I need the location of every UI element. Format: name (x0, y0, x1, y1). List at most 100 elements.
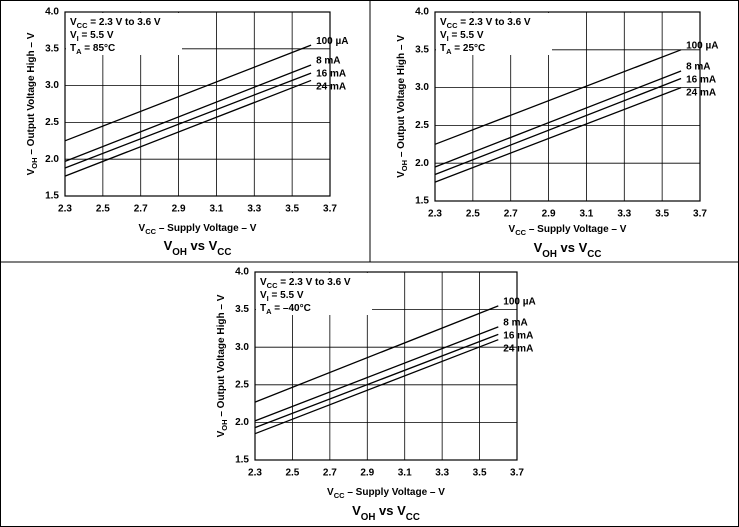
annotation-part: = 85°C (82, 43, 116, 54)
y-tick-label: 3.0 (235, 342, 249, 353)
y-tick-label: 1.5 (235, 455, 249, 466)
chart-title-part: OH (172, 247, 187, 258)
x-tick-label: 2.5 (285, 468, 299, 479)
series-line (434, 77, 682, 176)
series-label: 100 µA (686, 40, 718, 51)
annotation-part: A (76, 47, 82, 56)
chart-title-part: OH (361, 512, 376, 523)
x-tick-label: 3.1 (398, 468, 412, 479)
x-tick-label: 2.9 (172, 204, 186, 215)
y-axis-label: VOH – Output Voltage High – V (396, 35, 410, 178)
y-tick-label: 4.0 (235, 267, 249, 278)
series-line (64, 44, 312, 142)
y-tick-label: 2.5 (45, 117, 59, 128)
chart: 2.3 2.5 2.7 2.9 3.1 3.3 3.5 3.7 1.5 2.0 2.5 3.0 3.5 4… (26, 7, 349, 258)
x-axis-label-part: CC (145, 227, 156, 236)
x-tick-label: 3.1 (579, 209, 593, 220)
series-line (434, 49, 682, 145)
series-line (64, 72, 312, 169)
annotation-part: I (447, 34, 449, 43)
y-axis-label-part: OH (220, 419, 229, 430)
x-tick-label: 2.9 (360, 468, 374, 479)
annotation-box (66, 13, 182, 55)
x-axis-label-part: V (509, 224, 516, 235)
y-tick-label: 2.0 (45, 154, 59, 165)
series-label: 16 mA (686, 75, 716, 86)
chart-title: VOH vs VCC (534, 240, 602, 260)
y-tick-label: 2.5 (235, 379, 249, 390)
chart-title-part: CC (406, 512, 420, 523)
annotation-box (436, 13, 552, 55)
series-line (254, 305, 499, 403)
y-tick-label: 4.0 (45, 7, 59, 18)
annotation: TA = –40°C (260, 303, 311, 317)
series-line (64, 64, 312, 163)
y-axis-label-part: V (26, 168, 37, 175)
series-label: 8 mA (503, 318, 527, 329)
annotation: VCC = 2.3 V to 3.6 V (70, 17, 161, 31)
y-axis-label-part: – Output Voltage High – V (26, 32, 37, 157)
x-tick-label: 2.3 (248, 468, 262, 479)
annotation-part: T (440, 43, 446, 54)
x-tick-label: 3.7 (510, 468, 524, 479)
y-axis-label-part: – Output Voltage High – V (216, 294, 227, 419)
annotation-part: CC (77, 21, 88, 30)
chart-title: VOH vs VCC (164, 238, 232, 258)
x-tick-label: 2.3 (58, 204, 72, 215)
x-axis-label-part: CC (334, 491, 345, 500)
annotation-part: = 2.3 V to 3.6 V (278, 277, 351, 288)
x-tick-label: 2.5 (466, 209, 480, 220)
annotation-part: = 2.3 V to 3.6 V (88, 17, 161, 28)
series-label: 8 mA (686, 62, 710, 73)
y-axis-label: VOH – Output Voltage High – V (216, 294, 230, 437)
y-axis-label-part: – Output Voltage High – V (396, 35, 407, 160)
annotation-part: CC (267, 281, 278, 290)
y-axis-label-part: OH (30, 157, 39, 168)
annotation-part: I (77, 34, 79, 43)
y-tick-label: 3.0 (45, 80, 59, 91)
x-axis-label: VCC – Supply Voltage – V (509, 224, 627, 238)
y-tick-label: 3.5 (45, 43, 59, 54)
plot-frame (64, 11, 331, 197)
x-tick-label: 2.3 (428, 209, 442, 220)
chart-title-part: CC (217, 247, 231, 258)
x-tick-label: 3.3 (247, 204, 261, 215)
plot-frame (434, 11, 701, 202)
series-line (64, 79, 312, 177)
x-tick-label: 3.5 (285, 204, 299, 215)
annotation-part: V (70, 30, 77, 41)
annotation-part: V (440, 30, 447, 41)
annotation-part: = 5.5 V (79, 30, 114, 41)
x-tick-label: 3.7 (693, 209, 707, 220)
y-axis-label-part: V (216, 430, 227, 437)
y-tick-label: 3.0 (415, 82, 429, 93)
annotation-part: V (440, 17, 447, 28)
x-tick-label: 2.7 (134, 204, 148, 215)
x-tick-label: 2.7 (504, 209, 518, 220)
chart-title-part: V (352, 503, 361, 518)
annotation-part: V (260, 290, 267, 301)
series-line (254, 339, 499, 435)
y-tick-label: 3.5 (235, 304, 249, 315)
series-line (434, 86, 682, 183)
annotation-part: = 5.5 V (449, 30, 484, 41)
x-axis-label-part: – Supply Voltage – V (156, 223, 257, 234)
x-tick-label: 2.5 (96, 204, 110, 215)
x-axis-label-part: – Supply Voltage – V (526, 224, 627, 235)
annotation: TA = 85°C (70, 43, 115, 57)
x-tick-label: 3.3 (617, 209, 631, 220)
y-axis-label-part: V (396, 171, 407, 178)
y-tick-label: 4.0 (415, 7, 429, 18)
chart-title-part: V (534, 240, 543, 255)
chart-title-part: V (164, 238, 173, 253)
series-label: 16 mA (503, 331, 533, 342)
x-axis-label-part: – Supply Voltage – V (345, 487, 446, 498)
annotation: VCC = 2.3 V to 3.6 V (260, 277, 351, 291)
series-line (254, 326, 499, 422)
annotation-part: T (70, 43, 76, 54)
chart-title-part: vs V (375, 503, 406, 518)
annotation: VI = 5.5 V (440, 30, 484, 44)
annotation: VI = 5.5 V (70, 30, 114, 44)
x-axis-label-part: CC (515, 228, 526, 237)
